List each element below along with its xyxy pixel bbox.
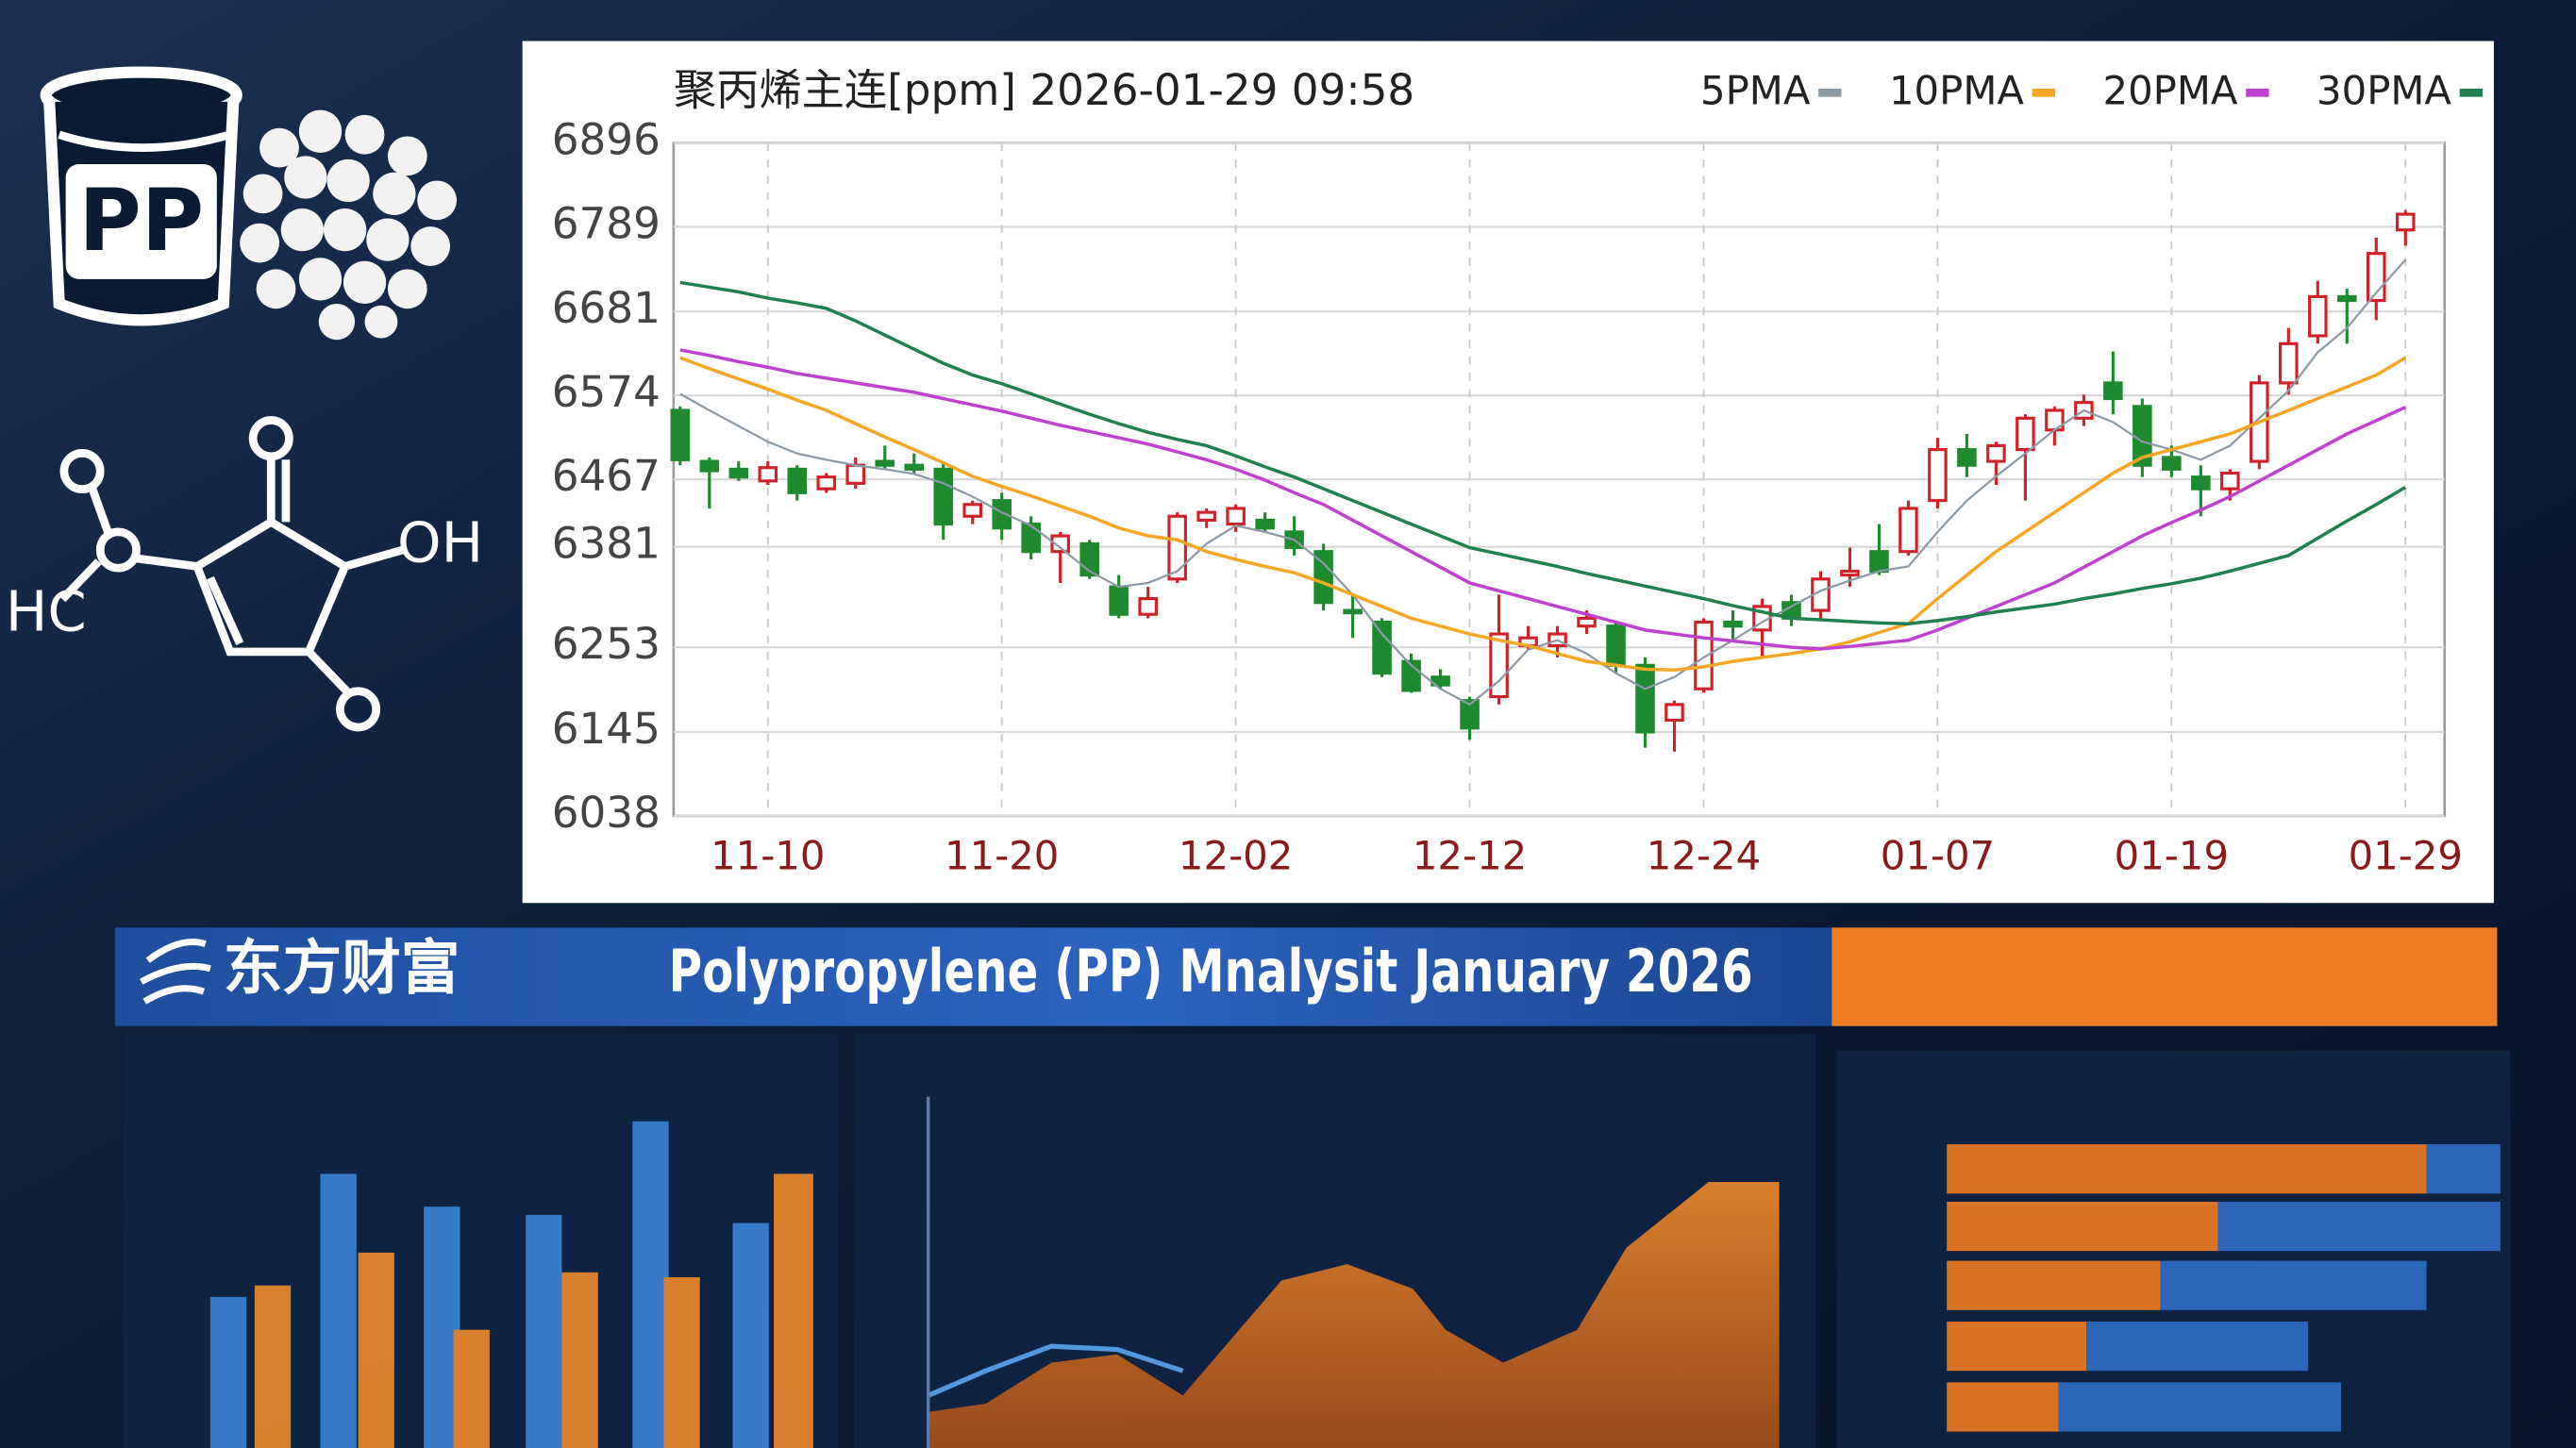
y-tick-label: 6253 <box>552 619 661 669</box>
legend-swatch <box>2032 88 2056 97</box>
x-tick-label: 12-02 <box>1179 833 1293 879</box>
y-tick-label: 6681 <box>552 283 661 333</box>
y-tick-label: 6574 <box>552 367 661 417</box>
chart-title: 聚丙烯主连[ppm] 2026-01-29 09:58 <box>674 65 1414 115</box>
candle-body <box>1050 534 1070 554</box>
candle-body <box>904 463 925 471</box>
candle-body <box>1986 443 2006 463</box>
ma-line <box>679 258 2407 707</box>
molecule-label: HC <box>6 579 87 644</box>
chart: 6038 6145 6253 6381 6467 6574 6681 6789 6896 11-1… <box>552 68 2484 879</box>
candle-body <box>1606 624 1626 667</box>
candle-body <box>1664 703 1684 723</box>
x-tick-label: 11-10 <box>711 833 825 879</box>
candle-body <box>1957 448 1977 467</box>
candle-body <box>845 463 866 485</box>
x-tick-label: 12-24 <box>1647 833 1761 879</box>
candle-body <box>1460 699 1480 730</box>
ma-line <box>679 356 2407 673</box>
molecule-label: OH <box>397 510 483 575</box>
molecule <box>59 416 404 732</box>
candle-body <box>1489 632 1509 699</box>
candle-body <box>2103 381 2123 401</box>
banner-logo: 东方财富 <box>224 933 460 1002</box>
x-tick-label: 01-29 <box>2349 833 2463 879</box>
pp-icon: PP <box>40 66 243 326</box>
candle-body <box>875 459 895 467</box>
candle-body <box>2220 471 2240 491</box>
candle-body <box>670 408 691 461</box>
candle-body <box>933 467 953 526</box>
ma-line <box>679 348 2406 651</box>
candle-body <box>1109 585 1129 616</box>
legend-label: 20PMA <box>2103 68 2238 114</box>
candle-body <box>1167 514 1187 581</box>
background-dashboard <box>123 1034 2511 1448</box>
candle-body <box>992 499 1012 530</box>
y-tick-label: 6896 <box>552 114 661 164</box>
candle-body <box>1899 507 1918 554</box>
x-tick-label: 12-12 <box>1413 833 1527 879</box>
candle-body <box>2279 341 2299 385</box>
y-tick-label: 6145 <box>552 704 661 754</box>
x-tick-label: 01-19 <box>2115 833 2229 879</box>
candle-body <box>1723 620 1743 628</box>
candle-body <box>1928 448 1948 503</box>
banner-accent <box>1832 927 2498 1026</box>
candle-body <box>1869 550 1889 574</box>
candle-body <box>1021 523 1041 554</box>
candle-body <box>1255 518 1275 530</box>
candle-body <box>1343 608 1363 615</box>
legend-label: 5PMA <box>1700 68 1811 114</box>
banner <box>114 927 1832 1026</box>
candle-body <box>787 467 808 494</box>
candle-body <box>816 475 837 491</box>
candle-body <box>1694 620 1714 691</box>
candle-body <box>962 503 982 518</box>
candle-body <box>2162 456 2182 471</box>
candle-body <box>1577 616 1597 628</box>
candle-body <box>758 466 778 483</box>
candle-body <box>1840 569 1860 577</box>
candle-body <box>2396 212 2416 232</box>
candle-body <box>1196 510 1216 522</box>
pellets <box>240 109 458 341</box>
legend-swatch <box>2459 88 2484 97</box>
candle-body <box>2308 294 2328 338</box>
y-tick-label: 6467 <box>552 451 661 501</box>
x-tick-label: 01-07 <box>1881 833 1995 879</box>
candle-body <box>2016 416 2035 452</box>
y-tick-label: 6789 <box>552 198 661 248</box>
legend-swatch <box>2246 88 2269 97</box>
candle-body <box>1313 550 1333 605</box>
banner-title: Polypropylene (PP) Mnalysit January 2026 <box>669 937 1753 1006</box>
chart-panel <box>522 41 2494 904</box>
y-tick-label: 6381 <box>552 519 661 569</box>
legend-swatch <box>1818 88 1842 97</box>
candle-body <box>2337 294 2357 303</box>
icon-label: PP <box>78 172 204 271</box>
candle-body <box>699 459 720 473</box>
x-tick-label: 11-20 <box>945 833 1059 879</box>
ma-line <box>679 280 2407 625</box>
candle-body <box>1226 507 1246 526</box>
logo-mark <box>140 939 211 1005</box>
candle-body <box>1635 663 1655 734</box>
y-tick-label: 6038 <box>552 788 661 838</box>
candle-body <box>2191 475 2211 491</box>
legend-label: 10PMA <box>1889 68 2024 114</box>
legend-label: 30PMA <box>2317 68 2451 114</box>
candle-body <box>1138 597 1158 616</box>
candle-body <box>728 467 749 479</box>
candle-body <box>1372 620 1392 675</box>
